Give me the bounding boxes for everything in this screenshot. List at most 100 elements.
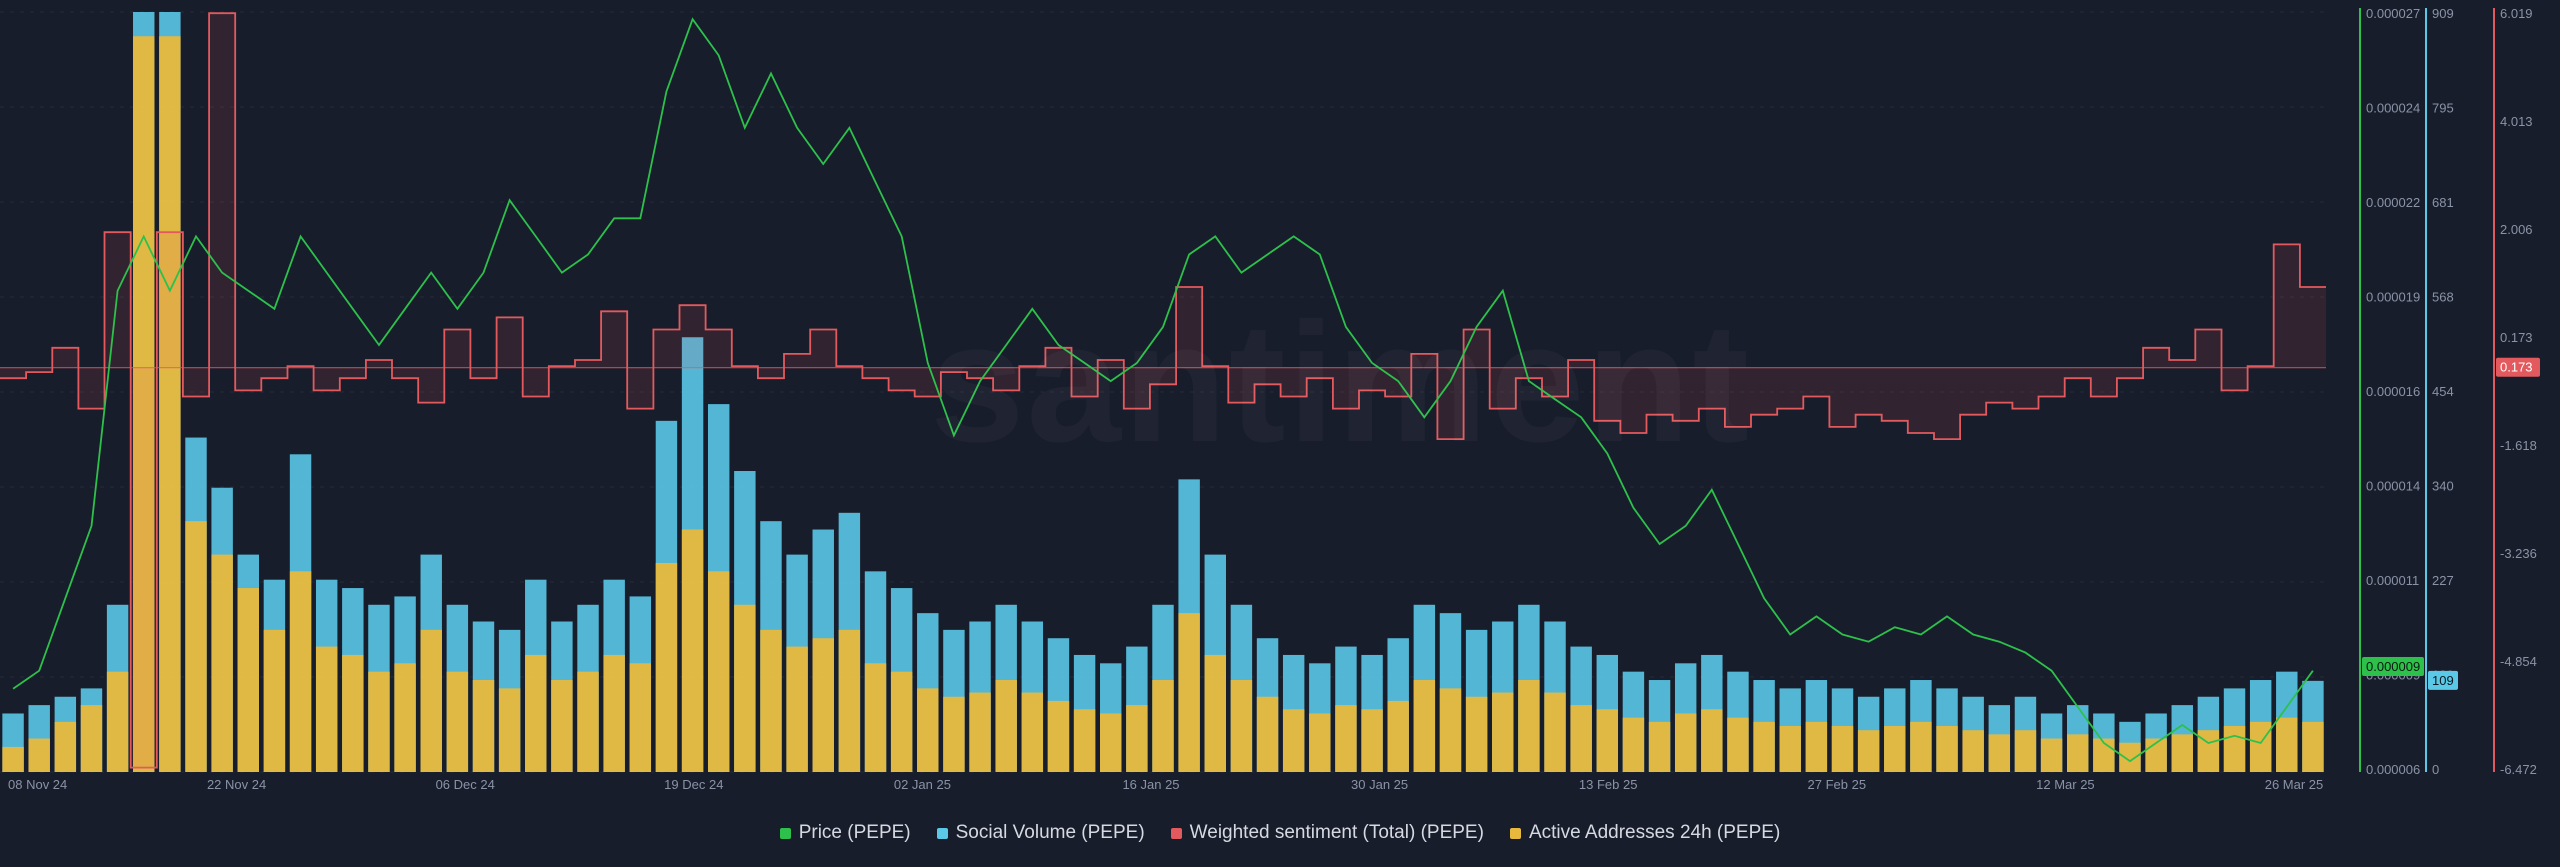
active-addresses-bar: [917, 688, 939, 772]
active-addresses-bar: [1988, 734, 2011, 772]
legend-swatch: [1509, 827, 1521, 839]
active-addresses-bar: [342, 654, 364, 772]
x-axis-tick: 19 Dec 24: [664, 777, 723, 792]
sentiment-line: [0, 12, 2326, 769]
social-axis-tick: 227: [2432, 573, 2454, 588]
active-addresses-bar: [1805, 721, 1828, 772]
sentiment-current-badge-bg: [2496, 357, 2540, 377]
legend-swatch: [936, 827, 948, 839]
active-addresses-bar: [2171, 734, 2193, 772]
x-axis-tick: 30 Jan 25: [1351, 777, 1408, 792]
active-addresses-bar: [1753, 721, 1775, 772]
legend-item[interactable]: Social Volume (PEPE): [936, 822, 1145, 844]
active-addresses-bar: [1857, 730, 1880, 772]
active-addresses-bar: [1831, 726, 1854, 772]
active-addresses-bar: [1936, 726, 1958, 772]
legend-swatch: [779, 827, 791, 839]
active-addresses-bar: [159, 36, 181, 773]
active-addresses-bar: [1779, 726, 1801, 772]
active-addresses-bar: [969, 692, 991, 772]
active-addresses-bar: [211, 554, 233, 772]
active-addresses-bar: [1413, 680, 1436, 772]
price-current-badge-bg: [2362, 657, 2424, 677]
active-addresses-bar: [838, 629, 861, 772]
active-addresses-bar: [629, 663, 652, 772]
price-axis-tick: 0.000019: [2366, 290, 2420, 305]
active-addresses-bar: [2302, 721, 2324, 772]
active-addresses-bar: [106, 671, 129, 772]
active-addresses-bar: [1439, 688, 1462, 772]
social-axis-tick: 568: [2432, 290, 2454, 305]
price-axis-tick: 0.000022: [2366, 195, 2420, 210]
social-current-badge: 109: [2432, 673, 2454, 688]
social-current-badge-bg: [2428, 670, 2458, 690]
legend-item[interactable]: Weighted sentiment (Total) (PEPE): [1170, 822, 1484, 844]
x-axis-tick: 22 Nov 24: [207, 777, 266, 792]
social-axis-tick: 795: [2432, 101, 2454, 116]
active-addresses-bar: [1727, 717, 1749, 772]
active-addresses-bar: [525, 654, 547, 772]
x-axis-tick: 06 Dec 24: [436, 777, 495, 792]
sentiment-axis-tick: -4.854: [2500, 654, 2537, 669]
active-addresses-bar: [864, 663, 887, 772]
legend-swatch: [1170, 827, 1182, 839]
active-addresses-bar: [2040, 738, 2063, 772]
sentiment-axis-tick: -1.618: [2500, 438, 2537, 453]
legend-item[interactable]: Active Addresses 24h (PEPE): [1509, 822, 1781, 844]
active-addresses-bar: [707, 571, 730, 772]
legend-label: Active Addresses 24h (PEPE): [1528, 822, 1781, 843]
sentiment-axis-tick: -3.236: [2500, 546, 2537, 561]
social-axis-tick: 681: [2432, 195, 2454, 210]
active-addresses-bar: [2014, 730, 2037, 772]
active-addresses-bar: [446, 671, 469, 772]
price-line: [12, 17, 2314, 763]
active-addresses-bar: [681, 529, 704, 772]
active-addresses-bar: [2119, 742, 2141, 772]
active-addresses-bar: [2, 746, 24, 772]
active-addresses-bar: [812, 638, 834, 772]
active-addresses-bar: [1021, 692, 1044, 772]
active-addresses-bar: [2197, 730, 2220, 772]
active-addresses-bar: [54, 721, 77, 772]
price-axis-tick: 0.000014: [2366, 479, 2420, 494]
social-axis-tick: 909: [2432, 6, 2454, 21]
active-addresses-bar: [420, 629, 442, 772]
legend-item[interactable]: Price (PEPE): [779, 822, 911, 844]
active-addresses-bar: [1884, 726, 1906, 772]
active-addresses-bar: [943, 696, 965, 772]
sentiment-axis-tick: 6.019: [2500, 6, 2533, 21]
active-addresses-bar: [133, 36, 155, 773]
price-axis-tick: 0.000024: [2366, 101, 2420, 116]
active-addresses-bar: [760, 629, 782, 772]
legend-label: Social Volume (PEPE): [955, 822, 1145, 843]
active-addresses-bar: [1073, 709, 1096, 772]
active-addresses-bar: [1570, 705, 1592, 772]
active-addresses-bar: [2249, 721, 2272, 772]
active-addresses-bar: [1178, 613, 1200, 772]
x-axis-tick: 16 Jan 25: [1122, 777, 1179, 792]
social-axis-tick: 454: [2432, 384, 2454, 399]
chart-legend: Price (PEPE) Social Volume (PEPE) Weighted…: [0, 818, 2560, 848]
active-addresses-bar: [1204, 654, 1226, 772]
active-addresses-bar: [734, 604, 756, 772]
active-addresses-bar: [1701, 709, 1723, 772]
active-addresses-bar: [1622, 717, 1645, 772]
active-addresses-bar: [1465, 696, 1488, 772]
active-addresses-bar: [1256, 696, 1279, 772]
legend-label: Weighted sentiment (Total) (PEPE): [1189, 822, 1484, 843]
price-axis-tick: 0.000011: [2366, 573, 2419, 588]
active-addresses-bar: [1387, 700, 1409, 772]
x-axis-tick: 12 Mar 25: [2036, 777, 2095, 792]
active-addresses-bar: [289, 571, 312, 772]
active-addresses-bar: [551, 680, 573, 772]
active-addresses-bar: [1335, 705, 1357, 772]
price-axis-tick: 0.000016: [2366, 384, 2420, 399]
sentiment-axis-tick: -6.472: [2500, 762, 2537, 777]
active-addresses-bar: [1962, 730, 1984, 772]
active-addresses-bar: [394, 663, 416, 772]
price-axis-tick: 0.000027: [2366, 6, 2420, 21]
x-axis-tick: 13 Feb 25: [1579, 777, 1638, 792]
active-addresses-bar: [1674, 713, 1697, 772]
